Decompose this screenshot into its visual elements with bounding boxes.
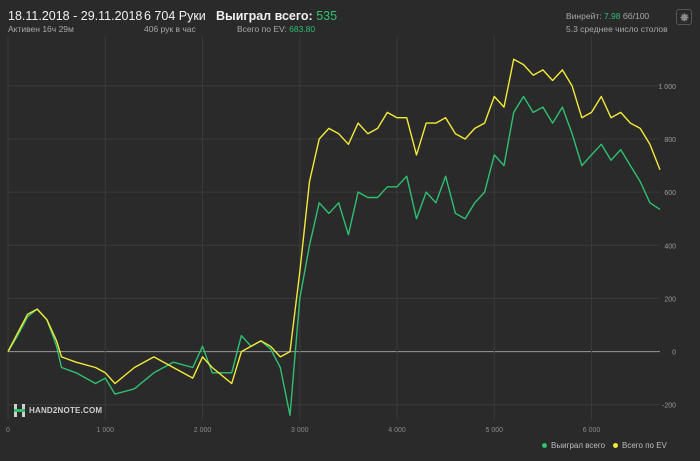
- date-range: 18.11.2018 - 29.11.2018: [8, 9, 143, 23]
- won-value: 535: [316, 9, 338, 23]
- gear-icon: [679, 12, 689, 21]
- winrate: Винрейт: 7.98 бб/100: [566, 11, 649, 21]
- series-line-won: [7, 95, 661, 416]
- ev-total: Всего по EV: 683.80: [237, 24, 315, 34]
- x-tick-label: 1 000: [96, 427, 114, 434]
- hand2note-logo-icon: [14, 404, 25, 417]
- hands-count: 6 704 Руки: [144, 9, 206, 23]
- avg-tables: 5.3 среднее число столов: [566, 24, 668, 34]
- legend-won-label: Выиграл всего: [551, 441, 606, 450]
- y-tick-label: 0: [672, 350, 676, 357]
- won-label: Выиграл всего:: [216, 9, 313, 23]
- x-tick-label: 3 000: [291, 427, 309, 434]
- stats-header: 18.11.2018 - 29.11.2018 Активен 16ч 29м …: [0, 0, 700, 36]
- hand2note-logo: HAND2NOTE.COM: [14, 404, 102, 417]
- legend-item-ev[interactable]: Всего по EV: [613, 441, 667, 450]
- settings-button[interactable]: [676, 9, 692, 25]
- winrate-label: Винрейт:: [566, 11, 602, 21]
- hands-per-hour: 406 рук в час: [144, 24, 196, 34]
- series-line-ev: [7, 58, 661, 385]
- x-tick-label: 4 000: [388, 427, 406, 434]
- y-tick-label: 800: [664, 137, 676, 144]
- ev-value: 683.80: [289, 24, 316, 34]
- x-tick-label: 0: [6, 427, 10, 434]
- x-tick-label: 6 000: [583, 427, 601, 434]
- y-tick-label: 1 000: [658, 84, 676, 91]
- legend-won-dot: [542, 443, 547, 448]
- won-total: Выиграл всего: 535: [216, 9, 337, 23]
- y-tick-label: 600: [664, 190, 676, 197]
- ev-label: Всего по EV:: [237, 24, 287, 34]
- y-tick-label: -200: [662, 403, 676, 410]
- x-tick-label: 2 000: [194, 427, 212, 434]
- winrate-value: 7.98: [603, 11, 621, 21]
- legend-item-won[interactable]: Выиграл всего: [542, 441, 605, 450]
- y-tick-label: 200: [664, 296, 676, 303]
- active-time: Активен 16ч 29м: [8, 24, 74, 34]
- y-tick-label: 400: [664, 243, 676, 250]
- winrate-unit: бб/100: [622, 11, 650, 21]
- x-tick-label: 5 000: [486, 427, 504, 434]
- profit-chart: -200 0 200 400 600 800 1 000 0 1 000 2 000 3 000 4 …: [6, 36, 676, 434]
- logo-text: HAND2NOTE.COM: [29, 406, 103, 415]
- legend-ev-label: Всего по EV: [622, 441, 667, 450]
- legend-ev-dot: [613, 443, 618, 448]
